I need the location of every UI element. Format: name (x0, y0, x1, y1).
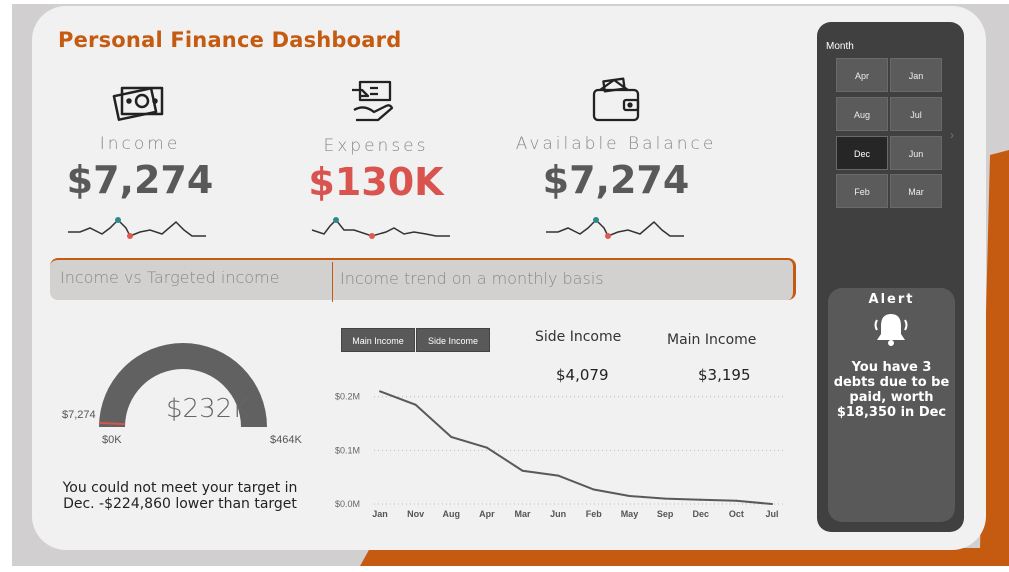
kpi-income-value: $7,274 (66, 158, 214, 202)
section-header-bar (50, 258, 796, 302)
balance-sparkline (546, 217, 684, 239)
kpi-expenses: Expenses $130K (296, 78, 456, 204)
kpi-expenses-value: $130K (308, 160, 444, 204)
chevron-right-icon[interactable]: › (950, 128, 954, 142)
series-line-income (379, 390, 773, 505)
alert-title: Alert (868, 292, 915, 307)
income-trend-chart: $0.0M $0.1M $0.2M Jan Nov Aug Apr Mar Jun Feb May S… (335, 390, 785, 519)
month-button-dec[interactable]: Dec (836, 136, 888, 170)
gauge-arc (99, 343, 267, 427)
main-income-value: $3,195 (698, 366, 751, 384)
kpi-income-label: Income (99, 134, 181, 154)
kpi-balance: Available Balance $7,274 (506, 76, 726, 202)
data-point (379, 390, 381, 393)
x-tick-label: May (621, 509, 639, 519)
data-point (628, 494, 631, 497)
x-tick-label: Apr (479, 509, 495, 519)
x-tick-label: Oct (729, 509, 744, 519)
target-status-message: You could not meet your target in Dec. -… (62, 480, 298, 512)
x-tick-label: Jul (765, 509, 778, 519)
data-point (521, 469, 524, 472)
side-income-label: Side Income (535, 329, 622, 345)
y-tick-label: $0.0M (335, 499, 360, 509)
kpi-balance-label: Available Balance (515, 134, 717, 154)
alert-message: You have 3 debts due to be paid, worth $… (833, 360, 950, 420)
section-title-income-vs-target: Income vs Targeted income (60, 268, 280, 287)
gauge-min-label: $0K (102, 434, 122, 446)
month-button-feb[interactable]: Feb (836, 174, 888, 208)
kpi-balance-value: $7,274 (542, 158, 690, 202)
dashboard-title: Personal Finance Dashboard (58, 28, 402, 52)
section-divider (332, 262, 333, 302)
x-tick-label: Jun (550, 509, 566, 519)
data-point (557, 474, 560, 477)
month-button-jul[interactable]: Jul (890, 97, 942, 131)
data-point (414, 403, 417, 406)
x-tick-label: Mar (515, 509, 532, 519)
x-tick-label: Sep (657, 509, 674, 519)
data-point (699, 498, 702, 501)
month-button-apr[interactable]: Apr (836, 58, 888, 92)
cash-icon (112, 86, 164, 121)
month-button-mar[interactable]: Mar (890, 174, 942, 208)
x-tick-label: Dec (692, 509, 709, 519)
x-tick-label: Aug (443, 509, 461, 519)
section-title-income-trend: Income trend on a monthly basis (340, 269, 604, 288)
month-button-aug[interactable]: Aug (836, 97, 888, 131)
tab-main-income[interactable]: Main Income (341, 328, 415, 352)
x-tick-label: Feb (586, 509, 603, 519)
income-gauge (99, 343, 267, 427)
data-point (664, 497, 667, 500)
y-tick-label: $0.2M (335, 392, 360, 402)
month-slicer-title: Month (826, 41, 854, 52)
x-tick-label: Jan (372, 509, 388, 519)
kpi-income: Income $7,274 (60, 78, 220, 202)
kpi-expenses-label: Expenses (323, 136, 429, 156)
data-point (735, 499, 738, 502)
tab-side-income[interactable]: Side Income (416, 328, 490, 352)
month-button-jan[interactable]: Jan (890, 58, 942, 92)
payment-hand-icon (352, 80, 394, 122)
y-tick-label: $0.1M (335, 445, 360, 455)
data-point (592, 488, 595, 491)
gauge-max-label: $464K (270, 434, 302, 446)
gauge-target-marker (99, 421, 126, 426)
x-tick-label: Nov (407, 509, 424, 519)
month-button-jun[interactable]: Jun (890, 136, 942, 170)
gauge-value: $232K (166, 394, 250, 424)
data-point (450, 435, 453, 438)
bell-icon (874, 314, 908, 346)
income-sparkline (68, 217, 206, 239)
side-income-value: $4,079 (556, 366, 609, 384)
main-income-label: Main Income (667, 332, 757, 348)
data-point (485, 446, 488, 449)
data-point (771, 503, 773, 505)
expenses-sparkline (311, 217, 450, 239)
wallet-icon (592, 77, 640, 122)
gauge-target-label: $7,274 (62, 409, 96, 421)
